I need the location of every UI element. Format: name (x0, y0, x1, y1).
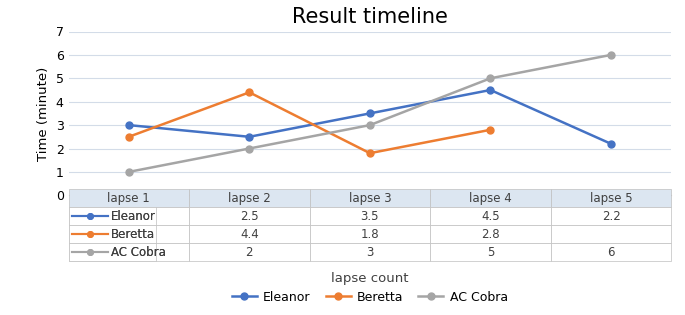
Beretta (245, 90, 253, 94)
AC Cobra (607, 53, 615, 57)
Line: Beretta: Beretta (125, 89, 494, 157)
FancyBboxPatch shape (68, 207, 156, 225)
Y-axis label: Time (minute): Time (minute) (37, 66, 50, 161)
Eleanor (607, 142, 615, 146)
Text: Beretta: Beretta (111, 228, 155, 241)
Eleanor (125, 123, 133, 127)
Text: Beretta: Beretta (111, 228, 155, 241)
AC Cobra (125, 170, 133, 174)
Legend: Eleanor, Beretta, AC Cobra: Eleanor, Beretta, AC Cobra (227, 286, 513, 309)
Text: lapse count: lapse count (331, 272, 409, 285)
AC Cobra (245, 146, 253, 150)
Text: Eleanor: Eleanor (111, 210, 155, 223)
Text: Eleanor: Eleanor (111, 210, 155, 223)
AC Cobra (366, 123, 374, 127)
Beretta (486, 128, 495, 132)
Text: AC Cobra: AC Cobra (111, 246, 166, 259)
Title: Result timeline: Result timeline (292, 7, 448, 27)
Eleanor (245, 135, 253, 139)
Eleanor (486, 88, 495, 92)
AC Cobra (486, 77, 495, 80)
FancyBboxPatch shape (68, 243, 156, 261)
Beretta (125, 135, 133, 139)
Line: AC Cobra: AC Cobra (125, 51, 614, 175)
Eleanor (366, 112, 374, 115)
Beretta (366, 151, 374, 155)
FancyBboxPatch shape (68, 225, 156, 243)
Line: Eleanor: Eleanor (125, 87, 614, 147)
Text: AC Cobra: AC Cobra (111, 246, 166, 259)
